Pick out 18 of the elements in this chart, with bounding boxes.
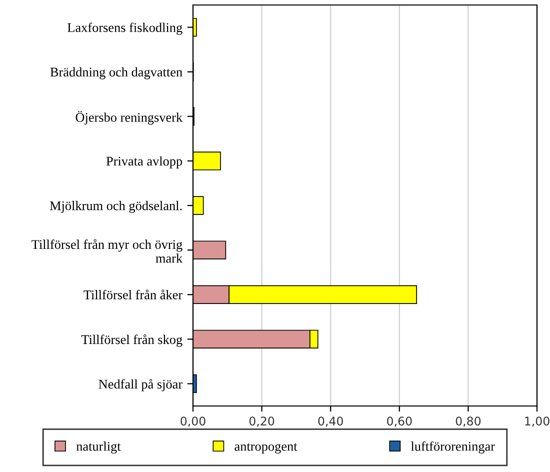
y-tick-label: Mjölkrum och gödselanl.	[50, 200, 182, 213]
x-tick-label: 1,00	[525, 416, 550, 427]
x-tick-label: 0,00	[180, 416, 206, 427]
legend-label: luftföroreningar	[411, 441, 495, 454]
x-tick-label: 0,60	[387, 416, 412, 427]
x-tick-label: 0,80	[456, 416, 481, 427]
x-tick-label: 0,40	[318, 416, 343, 427]
y-tick-label: Öjersbo reningsverk	[76, 111, 183, 125]
legend-label: naturligt	[76, 442, 121, 454]
y-tick-label: Privata avlopp	[106, 156, 182, 168]
y-tick-label: Nedfall på sjöar	[98, 378, 182, 392]
y-tick-label: Bräddning och dagvatten	[50, 67, 182, 80]
x-tick-label: 0,20	[249, 416, 274, 427]
y-tick-label: Tillförsel från åker	[84, 290, 182, 300]
legend-label: antropogent	[234, 443, 298, 454]
y-tick-label: Laxforsens fiskodling	[68, 22, 182, 35]
y-tick-label: Tillförsel från myr och övrig mark	[32, 239, 183, 263]
y-tick-label: Tillförsel från skog	[81, 334, 182, 347]
